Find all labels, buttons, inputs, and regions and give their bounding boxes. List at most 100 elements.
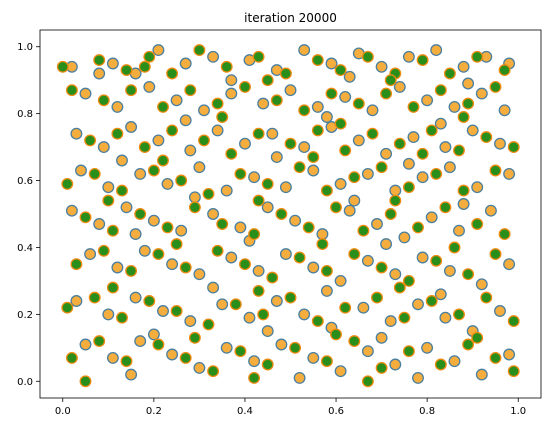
- green-point: [152, 338, 165, 351]
- orange-point: [389, 358, 402, 371]
- orange-point: [425, 211, 438, 224]
- green-point: [384, 208, 397, 220]
- chart-title: iteration 20000: [244, 11, 337, 25]
- orange-point: [175, 224, 188, 237]
- green-point: [489, 80, 502, 93]
- orange-point: [79, 338, 92, 351]
- green-point: [234, 345, 247, 358]
- orange-point: [225, 74, 238, 87]
- green-point: [193, 44, 206, 57]
- orange-point: [361, 167, 374, 180]
- green-point: [166, 67, 179, 80]
- green-point: [448, 241, 461, 254]
- green-point: [284, 291, 297, 304]
- orange-point: [188, 191, 201, 204]
- y-tick-label: 0.4: [17, 243, 33, 254]
- green-point: [434, 358, 447, 371]
- green-point: [402, 345, 415, 358]
- green-point: [275, 208, 288, 220]
- green-point: [234, 167, 247, 180]
- orange-point: [339, 90, 352, 103]
- green-point: [252, 284, 265, 297]
- orange-point: [348, 194, 361, 207]
- x-tick-label: 0.4: [237, 406, 253, 417]
- orange-point: [343, 70, 356, 83]
- green-point: [430, 167, 443, 180]
- orange-point: [225, 251, 238, 264]
- green-point: [229, 298, 242, 311]
- y-tick-label: 0.8: [17, 109, 33, 120]
- orange-point: [179, 57, 192, 70]
- green-point: [88, 167, 101, 180]
- green-point: [453, 144, 465, 157]
- green-point: [289, 341, 302, 354]
- green-point: [220, 60, 233, 73]
- orange-point: [457, 198, 470, 210]
- green-point: [457, 184, 470, 197]
- green-point: [188, 331, 201, 344]
- green-point: [339, 144, 352, 157]
- green-point: [393, 281, 406, 294]
- green-point: [489, 351, 502, 364]
- orange-point: [84, 248, 97, 261]
- orange-point: [184, 315, 197, 328]
- green-point: [320, 264, 333, 277]
- orange-point: [307, 164, 320, 177]
- green-point: [434, 84, 447, 97]
- green-point: [211, 244, 224, 257]
- green-point: [88, 291, 101, 304]
- orange-point: [170, 94, 183, 107]
- orange-point: [448, 100, 461, 113]
- x-axis: 0.0 0.2 0.4 0.6 0.8 1.0: [55, 398, 526, 417]
- orange-point: [434, 117, 447, 130]
- orange-point: [457, 60, 470, 73]
- green-point: [252, 194, 265, 207]
- orange-point: [325, 57, 338, 70]
- green-point: [170, 238, 183, 251]
- orange-point: [225, 87, 238, 100]
- orange-point: [157, 305, 169, 317]
- orange-point: [471, 181, 484, 194]
- green-point: [489, 164, 502, 177]
- green-point: [507, 365, 520, 378]
- orange-point: [102, 308, 115, 321]
- x-tick-label: 0.2: [146, 406, 162, 417]
- orange-point: [216, 298, 229, 311]
- orange-point: [147, 214, 160, 227]
- green-point: [202, 187, 215, 200]
- orange-point: [307, 261, 320, 274]
- green-point: [430, 254, 443, 267]
- green-point: [125, 84, 138, 97]
- green-point: [402, 181, 415, 194]
- green-point: [239, 80, 251, 93]
- green-point: [157, 154, 169, 167]
- orange-point: [352, 134, 365, 147]
- orange-point: [211, 124, 224, 137]
- orange-point: [361, 254, 374, 267]
- green-point: [166, 124, 179, 137]
- orange-point: [434, 288, 447, 301]
- orange-point: [106, 351, 119, 364]
- green-point: [384, 74, 397, 87]
- y-tick-label: 0.6: [17, 176, 33, 187]
- green-point: [252, 127, 265, 140]
- green-point: [97, 94, 110, 107]
- green-point: [393, 137, 406, 150]
- green-point: [375, 261, 388, 274]
- orange-point: [375, 331, 388, 344]
- green-point: [120, 355, 133, 368]
- green-point: [152, 248, 165, 261]
- orange-point: [220, 341, 233, 354]
- orange-point: [443, 264, 456, 277]
- orange-point: [298, 44, 311, 57]
- green-point: [207, 365, 220, 378]
- green-point: [216, 111, 229, 123]
- green-point: [70, 258, 83, 271]
- orange-point: [421, 341, 434, 354]
- green-point: [239, 258, 251, 271]
- orange-point: [375, 60, 388, 73]
- orange-point: [320, 284, 333, 297]
- green-point: [261, 177, 274, 190]
- x-tick-label: 0.8: [419, 406, 435, 417]
- green-point: [161, 221, 174, 234]
